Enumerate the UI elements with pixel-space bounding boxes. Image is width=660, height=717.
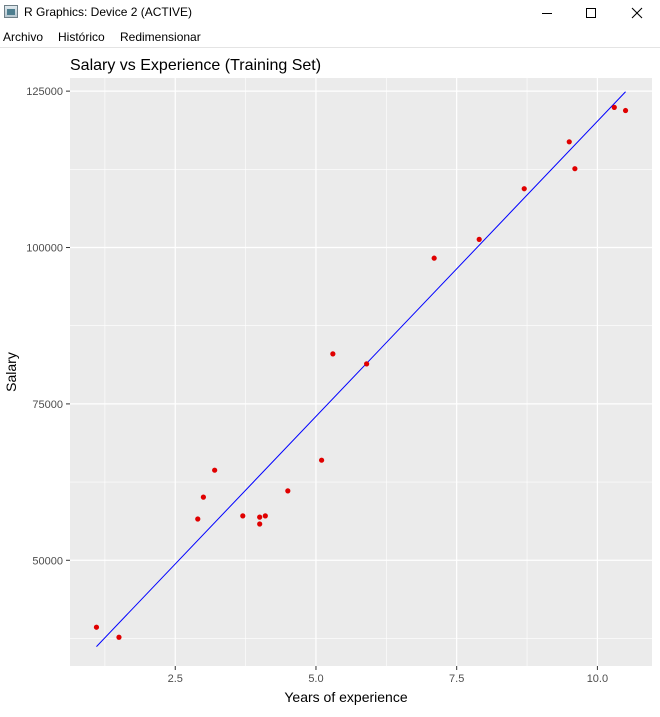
x-tick-label: 7.5 bbox=[449, 673, 464, 685]
data-points bbox=[93, 104, 629, 640]
menu-redimensionar[interactable]: Redimensionar bbox=[120, 30, 201, 44]
data-point bbox=[195, 516, 201, 522]
data-point bbox=[318, 457, 325, 463]
close-button[interactable] bbox=[614, 0, 660, 26]
plot-area: Salary vs Experience (Training Set) 2.5 5… bbox=[0, 48, 660, 712]
data-point bbox=[257, 514, 263, 520]
minor-gridlines bbox=[70, 78, 652, 666]
data-point bbox=[257, 521, 263, 527]
x-tick-label: 10.0 bbox=[587, 673, 608, 685]
window-title: R Graphics: Device 2 (ACTIVE) bbox=[24, 5, 193, 19]
y-tick-label: 125000 bbox=[26, 86, 63, 98]
x-tick-label: 2.5 bbox=[168, 673, 183, 685]
major-gridlines bbox=[70, 78, 652, 666]
data-point bbox=[285, 488, 291, 494]
regression-line bbox=[96, 91, 626, 647]
y-axis: 50000 75000 100000 125000 bbox=[26, 86, 70, 567]
chart-title: Salary vs Experience (Training Set) bbox=[70, 57, 321, 74]
minimize-icon bbox=[542, 13, 552, 14]
menu-historico[interactable]: Histórico bbox=[58, 30, 105, 44]
regression-line-layer bbox=[96, 91, 626, 647]
data-point bbox=[566, 139, 572, 145]
data-point bbox=[212, 467, 218, 473]
x-axis: 2.5 5.0 7.5 10.0 bbox=[168, 666, 608, 685]
data-point bbox=[622, 107, 629, 114]
y-tick-label: 100000 bbox=[26, 243, 63, 255]
close-icon bbox=[631, 7, 643, 19]
menu-archivo[interactable]: Archivo bbox=[3, 30, 44, 44]
data-point bbox=[364, 361, 370, 367]
data-point bbox=[116, 634, 122, 640]
x-axis-label: Years of experience bbox=[284, 689, 407, 705]
data-point bbox=[431, 255, 437, 261]
x-tick-label: 5.0 bbox=[308, 673, 323, 685]
data-point bbox=[611, 104, 617, 110]
minimize-button[interactable] bbox=[524, 0, 570, 26]
data-point bbox=[572, 166, 578, 172]
menu-bar: Archivo Histórico Redimensionar bbox=[0, 29, 660, 48]
plot-panel bbox=[70, 78, 652, 666]
window-titlebar: R Graphics: Device 2 (ACTIVE) bbox=[0, 0, 660, 26]
maximize-icon bbox=[586, 8, 596, 18]
data-point bbox=[200, 494, 206, 500]
y-tick-label: 50000 bbox=[32, 555, 63, 567]
data-point bbox=[476, 236, 482, 242]
data-point bbox=[330, 351, 336, 357]
data-point bbox=[521, 186, 527, 192]
r-graphics-app-icon bbox=[4, 5, 18, 18]
data-point bbox=[240, 513, 246, 519]
scatter-chart: Salary vs Experience (Training Set) 2.5 5… bbox=[3, 57, 652, 705]
y-tick-label: 75000 bbox=[32, 399, 63, 411]
data-point bbox=[93, 624, 100, 630]
maximize-button[interactable] bbox=[568, 0, 614, 26]
y-axis-label: Salary bbox=[3, 352, 19, 392]
data-point bbox=[262, 513, 268, 519]
